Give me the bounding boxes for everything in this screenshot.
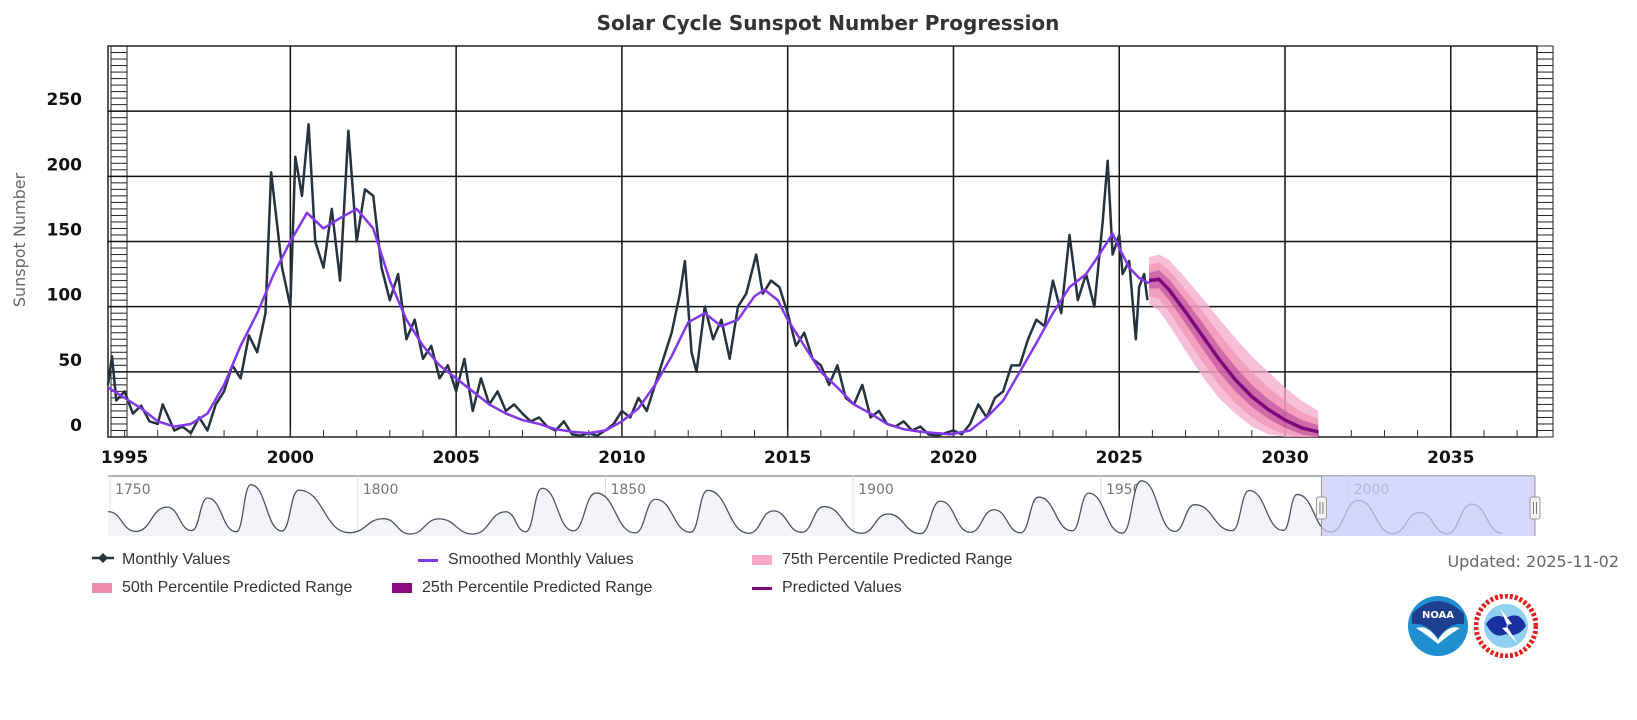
- legend-item[interactable]: 25th Percentile Predicted Range: [392, 579, 652, 597]
- legend-label: 50th Percentile Predicted Range: [122, 579, 353, 596]
- area-swatch-icon: [392, 583, 412, 593]
- x-tick-label: 1995: [101, 448, 148, 468]
- navigator-tick-label: 1850: [610, 482, 646, 498]
- legend-item[interactable]: Predicted Values: [752, 579, 902, 597]
- legend-label: Predicted Values: [782, 579, 902, 596]
- y-tick-label: 50: [58, 351, 82, 371]
- prediction-bands: [1149, 254, 1319, 437]
- legend-item[interactable]: Monthly Values: [92, 551, 230, 569]
- y-tick-label: 0: [70, 416, 82, 436]
- x-tick-label: 2005: [432, 448, 479, 468]
- legend-label: 25th Percentile Predicted Range: [422, 579, 653, 596]
- legend-label: 75th Percentile Predicted Range: [782, 551, 1013, 568]
- line-swatch-icon: [418, 558, 438, 562]
- grid: [107, 45, 1554, 438]
- navigator-tick-label: 1950: [1106, 482, 1142, 498]
- predicted-values-line: [1148, 277, 1319, 434]
- navigator-tick-label: 1800: [363, 482, 399, 498]
- monthly-values-line: [106, 122, 1149, 437]
- area-swatch-icon: [752, 555, 772, 565]
- line-swatch-icon: [752, 586, 772, 590]
- legend-label: Monthly Values: [122, 551, 231, 568]
- x-tick-label: 2015: [764, 448, 811, 468]
- navigator-handle-right[interactable]: [1529, 496, 1541, 520]
- legend-label: Smoothed Monthly Values: [448, 551, 634, 568]
- legend-item[interactable]: 50th Percentile Predicted Range: [92, 579, 352, 597]
- chart-title: Solar Cycle Sunspot Number Progression: [597, 11, 1060, 35]
- x-tick-label: 2020: [930, 448, 977, 468]
- band-25th: [1149, 270, 1319, 437]
- navigator[interactable]: 175018001850190019502000: [107, 475, 1541, 536]
- navigator-tick-label: 1900: [858, 482, 894, 498]
- nws-logo: [1474, 594, 1538, 658]
- noaa-logo: NOAA: [1408, 596, 1468, 656]
- x-tick-label: 2025: [1096, 448, 1143, 468]
- updated-date: Updated: 2025-11-02: [1447, 552, 1619, 571]
- navigator-handle-left[interactable]: [1315, 496, 1327, 520]
- series-lines: [106, 122, 1319, 437]
- band-50th: [1149, 262, 1319, 437]
- legend-item[interactable]: 75th Percentile Predicted Range: [752, 551, 1012, 569]
- navigator-selection[interactable]: [1321, 476, 1535, 536]
- navigator-area: [108, 480, 1503, 536]
- axes: 0 50 100 150 200 250 1995 2000 2005 2010 2015 2020 2…: [47, 90, 1475, 468]
- y-tick-label: 250: [47, 90, 83, 110]
- diamond-line-icon: [92, 551, 114, 569]
- area-swatch-icon: [92, 583, 112, 593]
- navigator-tick-label: 1750: [115, 482, 151, 498]
- smoothed-values-line: [107, 207, 1150, 436]
- legend-item[interactable]: Smoothed Monthly Values: [418, 551, 634, 569]
- y-tick-label: 150: [47, 221, 83, 241]
- x-tick-label: 2035: [1427, 448, 1474, 468]
- x-tick-label: 2030: [1261, 448, 1308, 468]
- y-tick-label: 100: [47, 286, 83, 306]
- y-axis-label: Sunspot Number: [10, 172, 29, 307]
- x-tick-label: 2010: [598, 448, 645, 468]
- svg-text:NOAA: NOAA: [1422, 610, 1454, 621]
- navigator-line: [107, 480, 1503, 535]
- y-tick-label: 200: [47, 155, 83, 175]
- x-tick-label: 2000: [267, 448, 314, 468]
